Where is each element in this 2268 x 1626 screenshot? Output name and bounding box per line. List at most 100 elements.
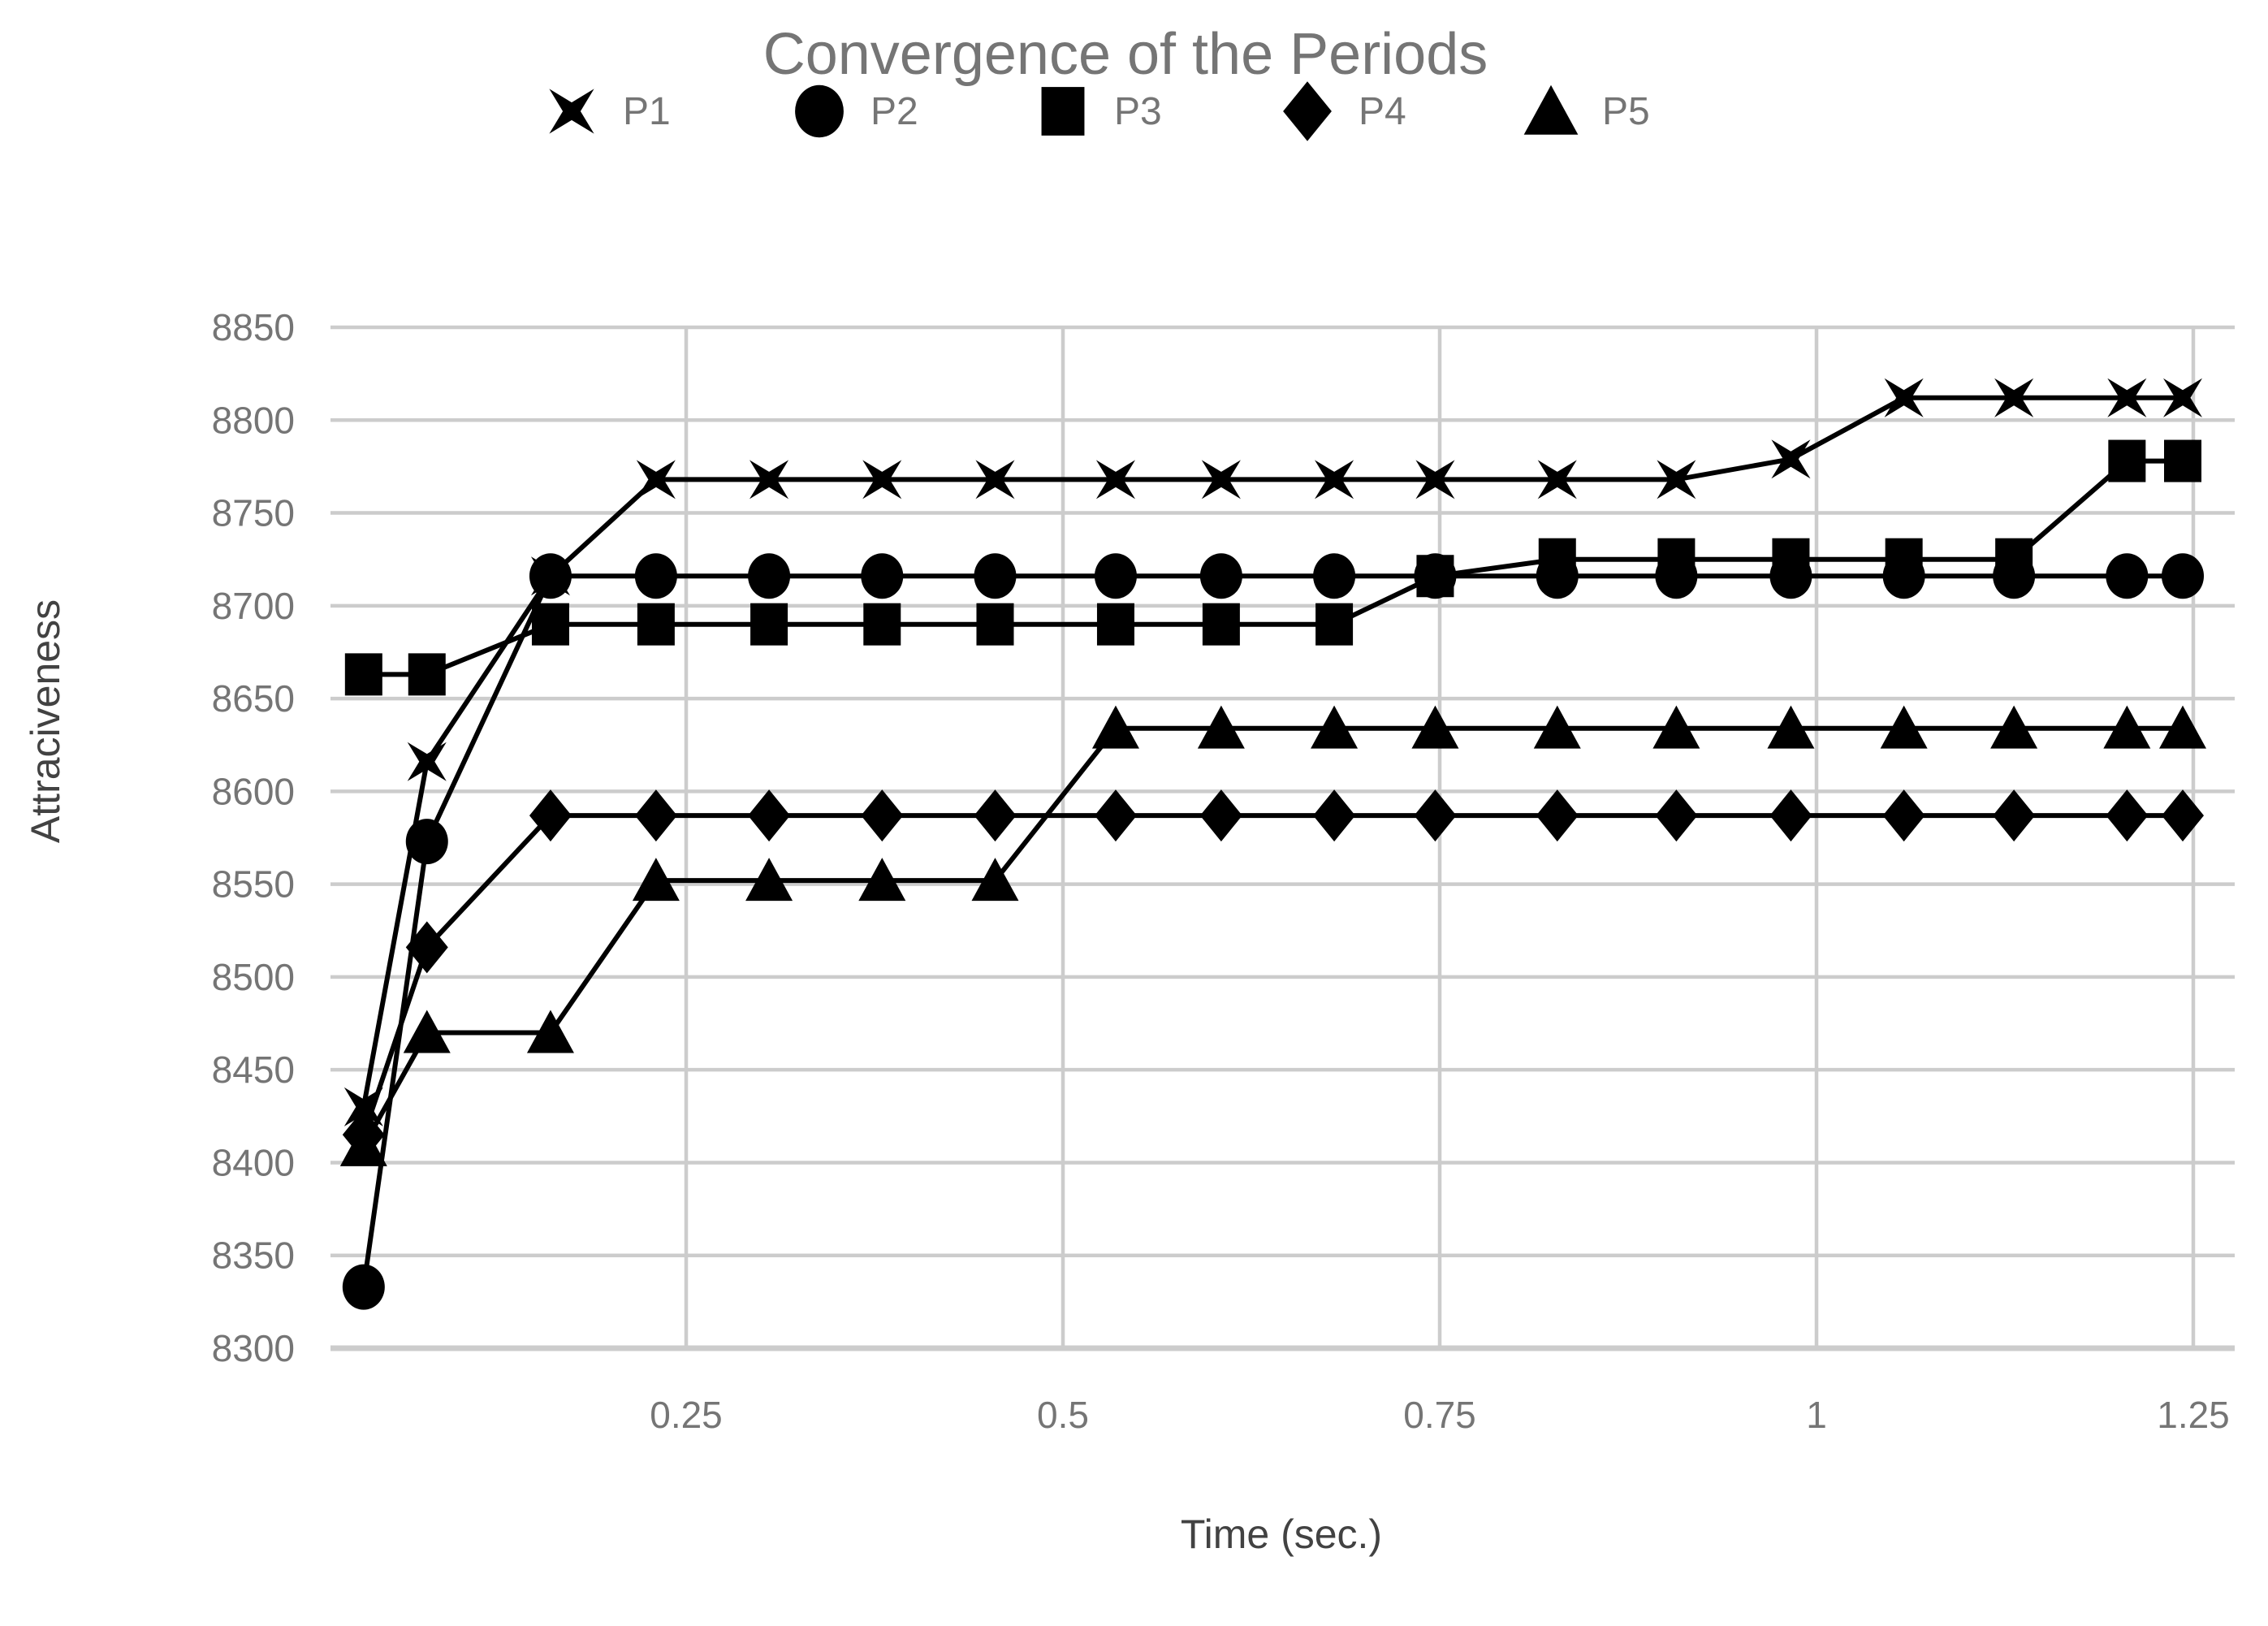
series-P4-marker [1993, 789, 2036, 842]
series-P4-marker [2162, 789, 2205, 842]
series-P5-marker [1411, 705, 1459, 749]
series-P4-marker [1414, 789, 1457, 842]
legend-label-p3: P3 [1114, 89, 1162, 133]
y-tick-label-8650: 8650 [212, 677, 295, 720]
series-P5-marker [339, 1122, 387, 1166]
series-P3-marker [1096, 603, 1134, 646]
series-P4-marker [1882, 789, 1925, 842]
series-P2-marker [405, 819, 448, 865]
p5-triangle-marker-icon [1523, 84, 1579, 135]
series-P5-marker [1197, 705, 1245, 749]
y-axis-title: Attraciveness [23, 599, 68, 844]
p2-marker-glyph [795, 84, 844, 138]
series-P4-marker [748, 789, 791, 842]
y-tick-label-8400: 8400 [212, 1141, 295, 1183]
y-tick-label-8850: 8850 [212, 306, 295, 348]
p3-marker-glyph [1041, 87, 1085, 136]
series-P5-marker [1311, 705, 1359, 749]
series-P4-marker [1199, 789, 1242, 842]
series-P5-marker [2103, 705, 2151, 749]
series-P2 [342, 553, 2205, 1310]
p3-square-marker-icon [1041, 87, 1085, 136]
series-P5-marker [971, 858, 1019, 902]
series-P5-marker [526, 1010, 574, 1053]
series-P2-marker [1199, 553, 1242, 599]
legend-item-p5: P5 [1514, 75, 1650, 148]
series-P1-marker [1657, 460, 1696, 499]
series-P4-marker [861, 789, 904, 842]
legend-item-p4: P4 [1271, 75, 1406, 148]
series-P2-marker [974, 553, 1017, 599]
series-P1-marker [1537, 460, 1577, 499]
chart-title: Convergence of the Periods [762, 22, 1488, 87]
series-P2-marker [634, 553, 677, 599]
legend-item-p3: P3 [1026, 75, 1162, 148]
series-P5-marker [1652, 705, 1700, 749]
x-tick-label-0.75: 0.75 [1403, 1394, 1476, 1436]
series-P2-marker [342, 1264, 385, 1310]
series-P2-marker [1882, 553, 1925, 599]
series-P4-marker [2106, 789, 2149, 842]
series-P5-marker [1767, 705, 1815, 749]
series-P1-marker [407, 742, 447, 781]
x-tick-label-1.25: 1.25 [2157, 1394, 2230, 1436]
series-P1-marker [1771, 439, 1811, 479]
series-P4-marker [405, 921, 448, 974]
series-P3-marker [637, 603, 675, 646]
legend-label-p2: P2 [870, 89, 918, 133]
series-P4-marker [1313, 789, 1356, 842]
series-P2-marker [1414, 553, 1457, 599]
series-P2-marker [1094, 553, 1137, 599]
series-P5-line [361, 725, 2183, 1148]
series-P3-marker [344, 653, 382, 696]
series-P3-marker [750, 603, 788, 646]
series-P1-marker [2163, 378, 2202, 417]
series-P2-line [361, 573, 2183, 1288]
series-P2-marker [529, 553, 572, 599]
y-tick-label-8550: 8550 [212, 863, 295, 906]
p4-marker-glyph [1283, 81, 1332, 141]
series-P1-marker [862, 460, 902, 499]
series-P1-marker [1994, 378, 2034, 417]
series-P1-marker [1201, 460, 1241, 499]
x-tick-label-0.25: 0.25 [650, 1394, 723, 1436]
series-P4 [342, 789, 2205, 1161]
series-P2-marker [1769, 553, 1812, 599]
series-P3-marker [531, 603, 569, 646]
series-P1-marker [1415, 460, 1455, 499]
series-P5-marker [858, 858, 906, 902]
series-P2-marker [1313, 553, 1356, 599]
series-P5-marker [745, 858, 793, 902]
y-tick-label-8600: 8600 [212, 770, 295, 812]
series-P3-marker [2108, 439, 2146, 482]
p1-x4-star-marker-icon [549, 89, 594, 134]
p1-marker-glyph [549, 89, 594, 134]
series-P2-marker [1536, 553, 1579, 599]
series-P2-marker [2106, 553, 2149, 599]
series-P5-marker [1990, 705, 2038, 749]
series-P2-marker [2162, 553, 2205, 599]
series-P5-marker [1880, 705, 1928, 749]
y-tick-label-8700: 8700 [212, 585, 295, 627]
series-P5-marker [632, 858, 680, 902]
p5-marker-glyph [1523, 84, 1579, 135]
series-P4-marker [1536, 789, 1579, 842]
series-P1-marker [2107, 378, 2147, 417]
series-P2-marker [1655, 553, 1698, 599]
series-P1-marker [343, 1087, 383, 1127]
series-P4-marker [1094, 789, 1137, 842]
series-P4-marker [974, 789, 1017, 842]
series-P1 [343, 378, 2202, 1127]
y-tick-label-8750: 8750 [212, 492, 295, 534]
series-P3-marker [1202, 603, 1240, 646]
series-P4-line [361, 813, 2183, 1136]
series-P3-marker [2164, 439, 2202, 482]
p2-circle-marker-icon [795, 84, 844, 138]
legend-item-p2: P2 [783, 75, 918, 148]
y-tick-label-8500: 8500 [212, 956, 295, 998]
series-P5-marker [403, 1010, 451, 1053]
series-P1-marker [636, 460, 676, 499]
series-P1-marker [975, 460, 1015, 499]
